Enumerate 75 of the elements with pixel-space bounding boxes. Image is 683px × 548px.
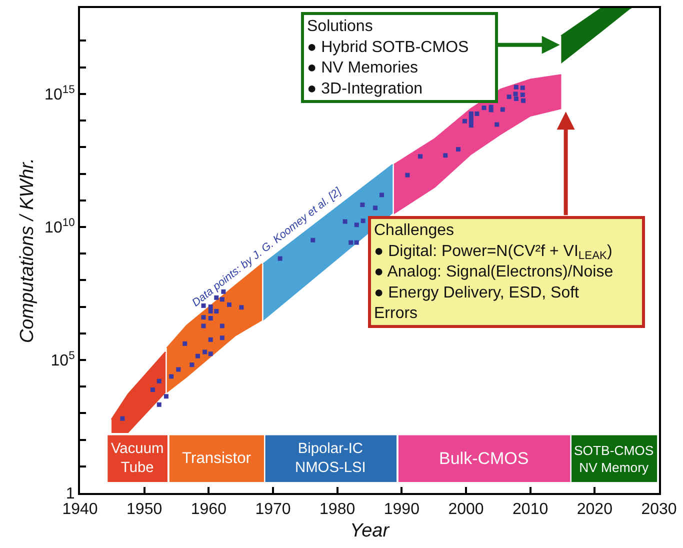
point [182, 341, 188, 346]
point [360, 202, 365, 208]
point [354, 240, 359, 245]
x-axis-title: Year [350, 520, 390, 542]
point [214, 308, 219, 314]
point [208, 352, 213, 356]
point [506, 94, 512, 100]
point [513, 92, 518, 96]
x-tick-label: 1970 [255, 501, 291, 518]
band-label: SOTB-CMOS NV Memory [574, 443, 654, 476]
point [405, 172, 410, 178]
point [169, 374, 174, 379]
x-tick-label: 2010 [512, 501, 548, 518]
point [418, 154, 423, 159]
y-tick-label: 10$^{10}$ [44, 216, 75, 237]
point [195, 354, 200, 358]
point [373, 206, 378, 210]
point [208, 316, 213, 321]
point [379, 192, 384, 198]
x-tick-label: 1940 [62, 501, 98, 518]
point [482, 106, 486, 110]
point [521, 98, 526, 103]
point [164, 394, 168, 399]
y-tick-label: 10$^{15}$ [44, 84, 75, 104]
point [278, 256, 282, 261]
point [150, 388, 155, 392]
x-tick-label: 2030 [641, 501, 677, 518]
point [443, 153, 448, 158]
point [156, 402, 162, 407]
band-label: Bulk-CMOS [439, 449, 529, 468]
band-label: Transistor [182, 450, 252, 467]
point [360, 218, 366, 224]
point [348, 240, 354, 245]
x-tick-label: 1950 [126, 501, 162, 518]
y-tick-label: 10$^{5}$ [50, 350, 75, 370]
point [456, 147, 461, 152]
point [514, 84, 518, 90]
point [239, 305, 244, 310]
point [190, 362, 194, 368]
point [462, 118, 467, 124]
point [310, 238, 316, 242]
y-tick-label: 1 [66, 486, 75, 503]
point [342, 219, 348, 224]
point [201, 324, 206, 328]
point [520, 92, 525, 98]
annotation: Challenges ● Digital: Power=N(CV²f + VI$_{LEAK}$) ● Analog: Signal(Electrons)/Noise ● Energy Delivery, ESD, Soft Errors [374, 222, 614, 322]
x-tick-label: 1980 [320, 501, 356, 518]
point [176, 367, 181, 372]
band-label: Bipolar-IC NMOS-LSI [295, 441, 366, 476]
point [514, 96, 518, 101]
point [468, 123, 474, 128]
point [220, 336, 224, 340]
x-tick-label: 1960 [190, 501, 227, 518]
annotation: Solutions ● Hybrid SOTB-CMOS ● NV Memories ● 3D-Integration [307, 18, 469, 98]
point [208, 308, 213, 314]
point [156, 378, 162, 384]
point [354, 222, 359, 228]
point [208, 337, 213, 342]
x-tick-label: 1990 [384, 501, 420, 518]
point [227, 302, 232, 307]
point [220, 297, 224, 302]
point [500, 107, 505, 112]
point [520, 86, 525, 90]
point [488, 108, 494, 112]
point [494, 122, 500, 127]
point [220, 324, 224, 328]
band-label: Vacuum Tube [111, 441, 164, 476]
x-tick-label: 2000 [448, 501, 484, 518]
point [201, 315, 206, 320]
y-axis-title: Computations / KWhr. [16, 158, 38, 344]
x-tick-label: 2020 [576, 501, 613, 518]
point [474, 112, 480, 116]
point [120, 416, 125, 421]
point [214, 295, 219, 300]
point [202, 350, 208, 354]
